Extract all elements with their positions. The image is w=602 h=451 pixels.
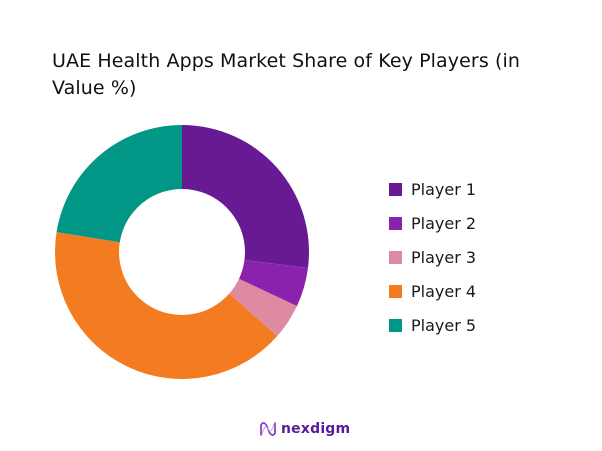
legend-label: Player 4: [411, 281, 477, 301]
legend-swatch: [389, 250, 402, 264]
donut-hole: [119, 189, 245, 315]
legend-swatch: [389, 182, 402, 196]
legend-item-player-2: Player 2: [389, 206, 476, 240]
legend-swatch: [389, 284, 402, 298]
chart-title: UAE Health Apps Market Share of Key Play…: [52, 50, 520, 99]
legend-label: Player 1: [411, 179, 477, 199]
brand-logo: nexdigm: [259, 421, 350, 437]
legend-swatch: [389, 318, 402, 332]
brand-name: nexdigm: [281, 421, 351, 437]
donut-chart: [55, 125, 309, 379]
legend-label: Player 5: [411, 315, 477, 335]
legend-item-player-4: Player 4: [389, 274, 476, 308]
legend-item-player-1: Player 1: [389, 172, 476, 206]
nexdigm-wave-logo-icon: [260, 422, 276, 436]
legend: Player 1 Player 2 Player 3 Player 4 Play…: [389, 172, 476, 342]
legend-item-player-3: Player 3: [389, 240, 476, 274]
legend-item-player-5: Player 5: [389, 308, 476, 342]
legend-label: Player 2: [411, 213, 477, 233]
legend-label: Player 3: [411, 247, 477, 267]
legend-swatch: [389, 216, 402, 230]
